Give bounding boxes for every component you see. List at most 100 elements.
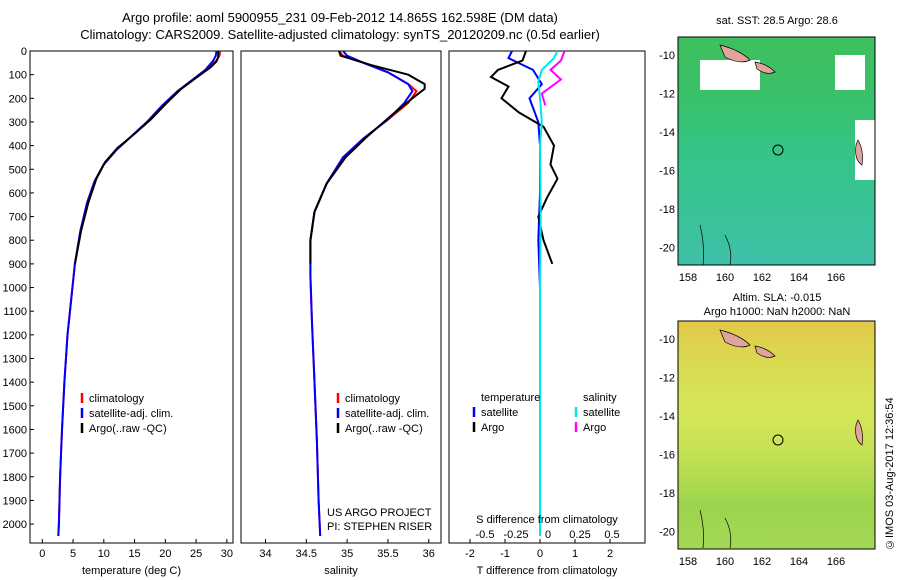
y-tick-label: 1600 [3, 424, 27, 436]
legend-header-temperature: temperature [481, 392, 540, 404]
x-tick-label: -1 [500, 548, 510, 560]
legend-label: Argo [481, 422, 504, 434]
sla-map-title-2: Argo h1000: NaN h2000: NaN [703, 306, 851, 318]
x-tick-label: 25 [190, 548, 202, 560]
series-line-climatology [309, 50, 418, 536]
y-tick-label: 1100 [3, 306, 27, 318]
x-tick-label-secondary: 0.25 [569, 529, 590, 541]
series-line-salinity-argo [540, 50, 566, 106]
series-line-climatology [57, 50, 222, 536]
legend-header-salinity: salinity [583, 392, 617, 404]
map-lon-label: 164 [790, 556, 808, 568]
series-line-temperature-satellite [507, 50, 544, 536]
x-tick-label: 1 [572, 548, 578, 560]
argo-position-marker-sla [772, 434, 784, 446]
y-tick-label: 0 [21, 46, 27, 58]
x-tick-label: -2 [465, 548, 475, 560]
x-axis-label: T difference from climatology [477, 565, 618, 577]
temperature-plot-frame [29, 50, 234, 544]
x-tick-label: 15 [128, 548, 140, 560]
map-lat-label: -14 [659, 411, 675, 423]
x-tick-label: 0 [39, 548, 45, 560]
map-lat-label: -18 [659, 204, 675, 216]
y-tick-label: 200 [9, 93, 27, 105]
map-lat-label: -20 [659, 527, 675, 539]
map-lon-label: 162 [753, 556, 771, 568]
x-tick-label: 20 [159, 548, 171, 560]
map-lat-label: -16 [659, 166, 675, 178]
legend-label: satellite [481, 407, 518, 419]
y-tick-label: 900 [9, 259, 27, 271]
y-tick-label: 700 [9, 212, 27, 224]
salinity-plot-frame [240, 50, 442, 544]
x-tick-label: 35 [341, 548, 353, 560]
x-tick-label: 0 [537, 548, 543, 560]
series-line-argo-raw-qc- [309, 50, 426, 264]
x-axis-label-secondary: S difference from climatology [476, 514, 618, 526]
series-line-satellite-adj-clim- [57, 50, 218, 536]
y-tick-label: 2000 [3, 519, 27, 531]
map-lon-label: 164 [790, 272, 808, 284]
legend-label: climatology [345, 393, 401, 405]
map-lon-label: 160 [716, 556, 734, 568]
map-lon-label: 158 [679, 272, 697, 284]
legend-label: Argo(..raw -QC) [345, 423, 423, 435]
x-tick-label: 30 [221, 548, 233, 560]
x-tick-label-secondary: -0.25 [503, 529, 528, 541]
y-tick-label: 500 [9, 164, 27, 176]
x-tick-label: 34.5 [296, 548, 317, 560]
y-tick-label: 1200 [3, 330, 27, 342]
x-tick-label-secondary: -0.5 [476, 529, 495, 541]
x-tick-label: 36 [423, 548, 435, 560]
difference-plot-frame [448, 50, 646, 544]
y-tick-label: 300 [9, 117, 27, 129]
map-lon-label: 166 [827, 556, 845, 568]
y-tick-label: 100 [9, 70, 27, 82]
y-tick-label: 1900 [3, 495, 27, 507]
y-tick-label: 1300 [3, 354, 27, 366]
pi-annotation: US ARGO PROJECT [327, 507, 432, 519]
map-lat-label: -14 [659, 127, 675, 139]
y-tick-label: 1000 [3, 283, 27, 295]
x-tick-label-secondary: 0.5 [604, 529, 619, 541]
y-tick-label: 600 [9, 188, 27, 200]
legend-label: satellite-adj. clim. [345, 408, 429, 420]
map-lon-label: 158 [679, 556, 697, 568]
map-lat-label: -16 [659, 450, 675, 462]
imos-timestamp: ©IMOS 03-Aug-2017 12:36:54 [884, 397, 896, 550]
x-tick-label: 2 [607, 548, 613, 560]
legend-label: satellite [583, 407, 620, 419]
map-lat-label: -12 [659, 89, 675, 101]
sla-map-title-1: Altim. SLA: -0.015 [732, 292, 822, 304]
series-line-argo-raw-qc- [73, 51, 220, 265]
series-line-temperature-argo [489, 50, 559, 265]
argo-position-marker [772, 144, 784, 156]
map-lat-label: -18 [659, 488, 675, 500]
map-lat-label: -12 [659, 373, 675, 385]
pi-annotation: PI: STEPHEN RISER [327, 521, 432, 533]
x-tick-label: 10 [98, 548, 110, 560]
legend-label: Argo(..raw -QC) [89, 423, 167, 435]
y-tick-label: 1400 [3, 377, 27, 389]
y-tick-label: 1500 [3, 401, 27, 413]
x-axis-label: temperature (deg C) [82, 565, 181, 577]
legend-label: Argo [583, 422, 606, 434]
map-lon-label: 166 [827, 272, 845, 284]
y-tick-label: 1700 [3, 448, 27, 460]
map-lat-label: -10 [659, 50, 675, 62]
legend-label: satellite-adj. clim. [89, 408, 173, 420]
x-tick-label: 34 [259, 548, 271, 560]
y-tick-label: 800 [9, 235, 27, 247]
sla-map [677, 320, 876, 550]
legend-label: climatology [89, 393, 145, 405]
map-lon-label: 162 [753, 272, 771, 284]
figure-title-line-1: Argo profile: aoml 5900955_231 09-Feb-20… [122, 10, 558, 25]
y-tick-label: 1800 [3, 472, 27, 484]
y-tick-label: 400 [9, 141, 27, 153]
series-line-salinity-satellite [537, 50, 559, 536]
x-axis-label: salinity [324, 565, 358, 577]
sst-map-title: sat. SST: 28.5 Argo: 28.6 [716, 15, 838, 27]
map-lat-label: -20 [659, 243, 675, 255]
map-lon-label: 160 [716, 272, 734, 284]
